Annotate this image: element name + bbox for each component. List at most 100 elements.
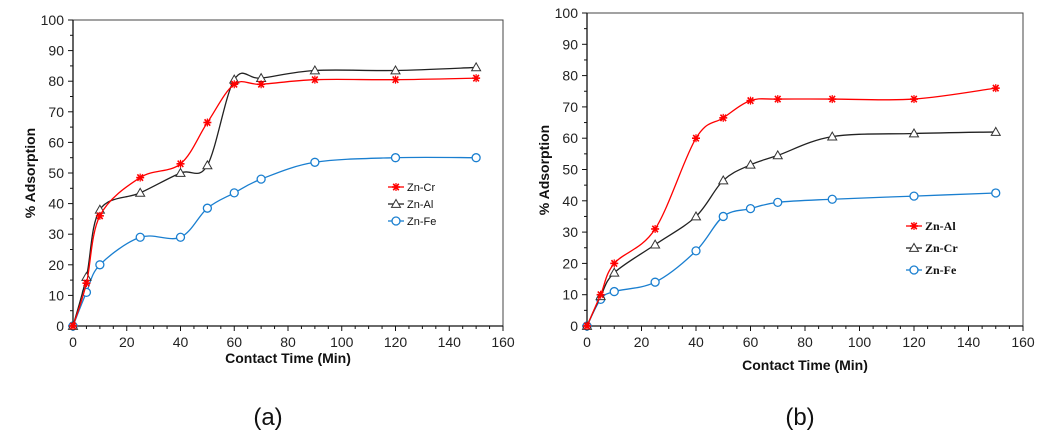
data-point-star: [95, 211, 104, 220]
legend-label: Zn-Cr: [407, 182, 435, 194]
y-tick-label: 80: [48, 73, 64, 89]
data-point-circle: [827, 194, 837, 204]
data-point-star: [692, 134, 700, 143]
data-point-star: [583, 322, 591, 330]
data-point-star: [69, 322, 77, 330]
data-point-circle: [471, 153, 481, 163]
series-line: [586, 131, 996, 327]
data-point-circle: [909, 191, 919, 201]
data-point-triangle: [717, 174, 729, 185]
data-point-circle: [256, 174, 266, 184]
data-point-circle: [609, 286, 619, 297]
x-tick-label: 80: [797, 334, 813, 350]
x-tick-label: 40: [688, 334, 704, 350]
data-point-star: [391, 75, 400, 84]
x-tick-label: 140: [957, 334, 981, 350]
x-tick-label: 60: [743, 334, 759, 350]
y-tick-label: 80: [562, 68, 578, 84]
x-tick-label: 0: [583, 334, 591, 350]
series-zn-al: [67, 61, 482, 330]
x-tick-label: 0: [69, 334, 77, 350]
data-point-circle: [718, 211, 728, 222]
data-point-circle: [229, 188, 239, 198]
y-tick-label: 10: [562, 287, 578, 303]
chart-panel-b: % Adsorption Contact Time (Min) (b) 0 10 2…: [536, 5, 1035, 431]
data-point-triangle: [175, 167, 186, 177]
series-zn-fe: [68, 153, 481, 331]
data-point-circle: [745, 203, 756, 214]
x-tick-label: 140: [438, 334, 462, 350]
data-point-triangle: [745, 159, 756, 169]
y-tick-label: 0: [570, 318, 578, 334]
legend-item: Zn-Cr: [388, 182, 435, 194]
data-point-triangle: [390, 198, 402, 208]
data-point-circle: [909, 265, 919, 275]
y-tick-label: 90: [48, 43, 64, 59]
x-tick-label: 20: [119, 334, 135, 350]
data-point-circle: [391, 216, 401, 226]
x-tick-label: 20: [634, 334, 650, 350]
y-axis-title: % Adsorption: [536, 125, 552, 215]
y-axis-title: % Adsorption: [22, 128, 38, 218]
y-tick-label: 20: [48, 257, 64, 273]
y-tick-label: 90: [562, 36, 578, 52]
y-tick-label: 40: [48, 196, 64, 212]
data-point-triangle: [908, 127, 920, 138]
data-point-star: [230, 80, 239, 89]
series-group: [581, 84, 1002, 331]
series-line: [586, 87, 996, 327]
plot-frame: [72, 19, 504, 327]
data-point-triangle: [690, 210, 702, 221]
y-tick-label: 20: [562, 255, 578, 271]
x-tick-label: 160: [491, 334, 515, 350]
x-tick-label: 160: [1011, 334, 1035, 350]
legend-label: Zn-Fe: [407, 216, 436, 228]
data-point-star: [176, 159, 185, 168]
legend-label: Zn-Al: [407, 199, 433, 211]
y-tick-label: 50: [562, 162, 578, 178]
data-point-triangle: [202, 159, 213, 170]
legend-item: Zn-Al: [906, 219, 956, 233]
x-tick-label: 60: [226, 334, 242, 350]
y-tick-label: 60: [562, 130, 578, 146]
data-point-circle: [773, 197, 783, 208]
series-line: [72, 66, 477, 327]
data-point-star: [719, 113, 728, 122]
data-point-circle: [95, 260, 105, 270]
data-point-circle: [135, 232, 145, 242]
data-point-star: [203, 118, 212, 127]
y-tick-label: 100: [555, 5, 579, 21]
x-tick-label: 120: [384, 334, 408, 350]
data-point-star: [991, 84, 1000, 93]
y-tick-label: 10: [48, 287, 64, 303]
legend-label: Zn-Al: [925, 219, 956, 233]
y-tick-label: 30: [48, 226, 64, 242]
data-point-star: [746, 96, 755, 105]
legend-item: Zn-Al: [388, 198, 433, 211]
legend-label: Zn-Cr: [925, 241, 958, 255]
y-tick-label: 70: [48, 104, 64, 120]
legend-item: Zn-Fe: [388, 216, 436, 228]
y-tick-label: 100: [41, 12, 65, 28]
series-zn-fe: [582, 188, 1001, 331]
data-point-star: [392, 183, 400, 191]
panel-label: (b): [785, 404, 814, 431]
data-point-star: [828, 95, 837, 104]
x-tick-label: 80: [280, 334, 296, 350]
data-point-circle: [202, 203, 213, 213]
y-tick-label: 0: [56, 318, 64, 334]
data-point-star: [596, 290, 605, 299]
data-point-star: [773, 95, 782, 104]
panel-label: (a): [253, 404, 282, 431]
data-point-triangle: [826, 131, 838, 141]
data-point-star: [910, 95, 918, 104]
x-tick-label: 100: [848, 334, 872, 350]
series-group: [67, 61, 482, 331]
y-tick-label: 70: [562, 99, 578, 115]
data-point-circle: [175, 232, 186, 242]
series-zn-al: [583, 84, 1000, 330]
legend: Zn-Cr Zn-Al Zn-Fe: [388, 182, 436, 228]
data-point-triangle: [134, 187, 146, 197]
data-point-star: [610, 259, 619, 268]
